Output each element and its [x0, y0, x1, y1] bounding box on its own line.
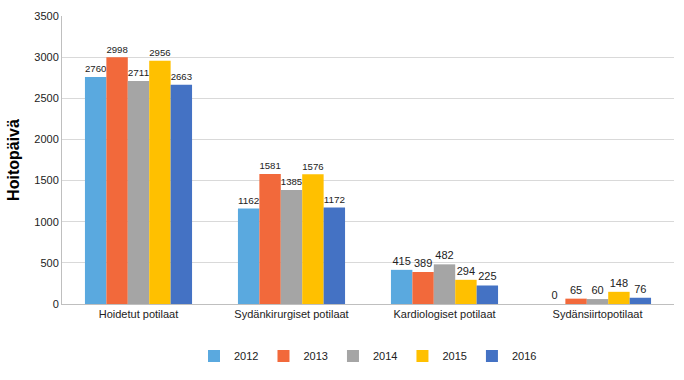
svg-text:76: 76: [634, 283, 646, 295]
svg-text:294: 294: [457, 265, 475, 277]
svg-text:148: 148: [610, 277, 628, 289]
svg-text:1500: 1500: [34, 174, 58, 186]
svg-text:415: 415: [392, 255, 410, 267]
svg-text:1172: 1172: [324, 194, 346, 205]
svg-text:2015: 2015: [442, 350, 466, 362]
svg-text:2711: 2711: [128, 67, 150, 78]
svg-text:3000: 3000: [34, 51, 58, 63]
svg-text:2500: 2500: [34, 92, 58, 104]
svg-text:Hoidetut potilaat: Hoidetut potilaat: [99, 308, 179, 320]
svg-text:65: 65: [570, 284, 582, 296]
svg-text:0: 0: [53, 298, 59, 310]
svg-text:2014: 2014: [373, 350, 397, 362]
svg-text:3500: 3500: [34, 10, 58, 22]
svg-text:1162: 1162: [238, 195, 260, 206]
svg-text:2663: 2663: [171, 71, 192, 82]
svg-text:Sydänkirurgiset potilaat: Sydänkirurgiset potilaat: [234, 308, 348, 320]
svg-text:1000: 1000: [34, 216, 58, 228]
svg-text:1576: 1576: [302, 161, 323, 172]
svg-text:2000: 2000: [34, 133, 58, 145]
svg-text:2956: 2956: [149, 47, 170, 58]
svg-text:2013: 2013: [303, 350, 327, 362]
svg-text:Hoitopäivä: Hoitopäivä: [5, 119, 22, 201]
svg-text:Kardiologiset potilaat: Kardiologiset potilaat: [393, 308, 495, 320]
svg-text:500: 500: [40, 257, 58, 269]
svg-text:0: 0: [552, 289, 558, 301]
svg-text:482: 482: [435, 249, 453, 261]
svg-text:60: 60: [591, 284, 603, 296]
svg-text:Sydänsiirtopotilaat: Sydänsiirtopotilaat: [553, 308, 643, 320]
svg-text:1581: 1581: [259, 160, 280, 171]
svg-text:389: 389: [414, 257, 432, 269]
svg-text:1385: 1385: [281, 176, 302, 187]
svg-text:2998: 2998: [106, 44, 127, 55]
svg-text:2016: 2016: [512, 350, 536, 362]
svg-text:225: 225: [478, 270, 496, 282]
svg-text:2760: 2760: [85, 63, 106, 74]
svg-text:2012: 2012: [234, 350, 258, 362]
